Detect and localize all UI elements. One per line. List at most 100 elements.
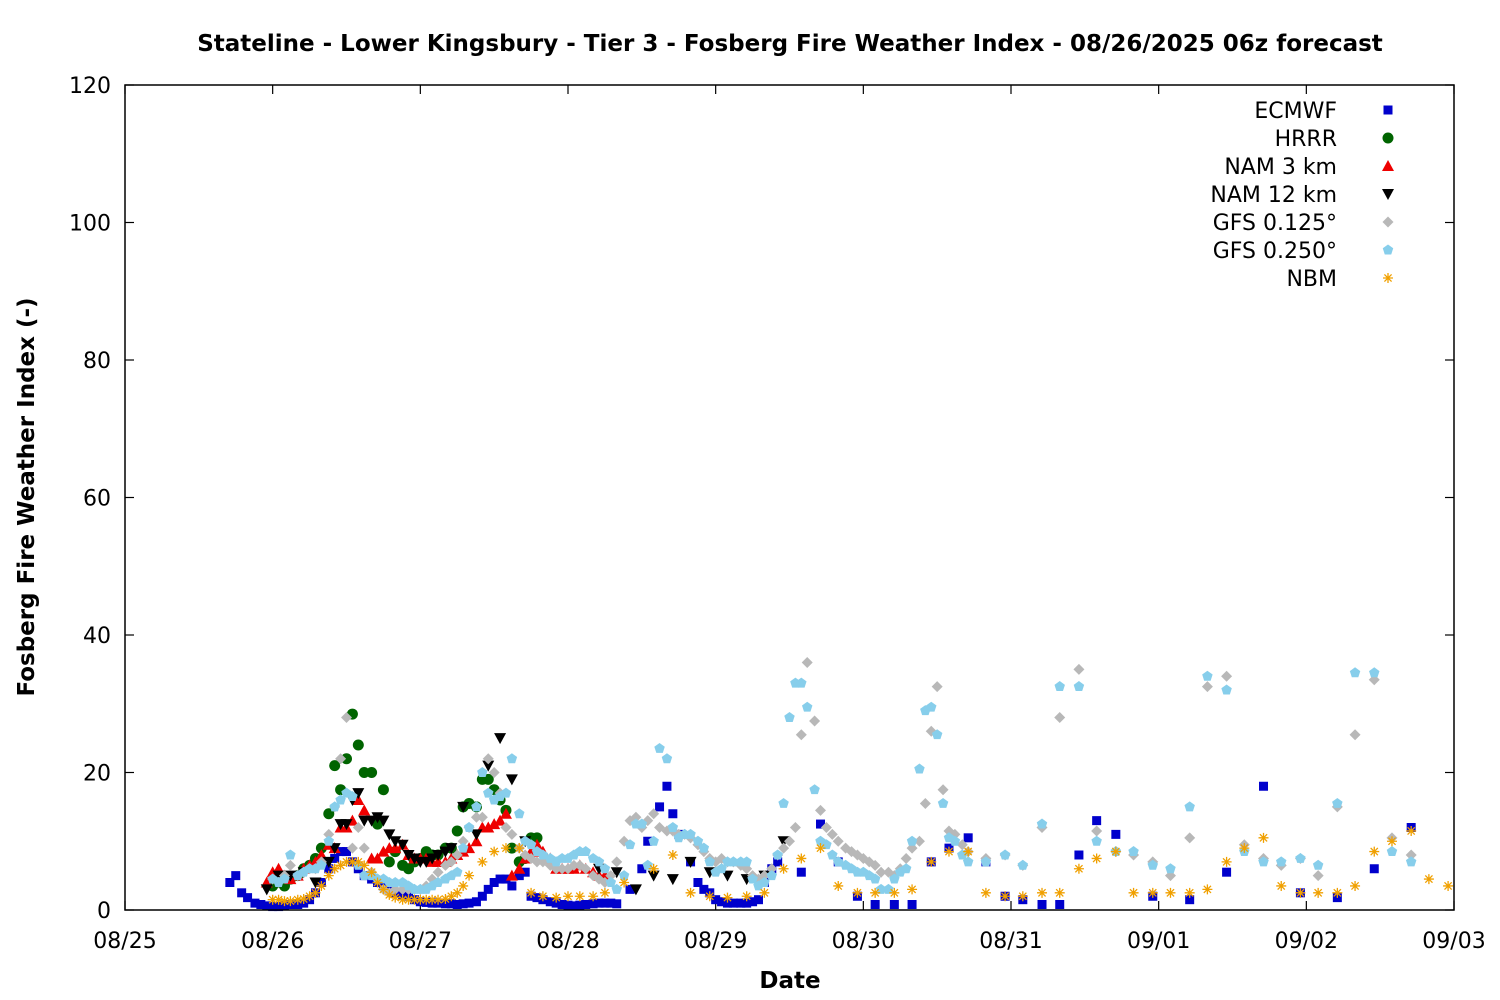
- gfs-0-250-point: [285, 849, 296, 860]
- ecmwf-point: [237, 888, 247, 898]
- nbm-point: [433, 894, 444, 905]
- nam-12-km-point: [420, 856, 433, 868]
- gfs-0-250-point: [1295, 852, 1306, 863]
- ecmwf-point: [471, 897, 481, 907]
- gfs-0-125-point: [1054, 712, 1066, 723]
- nbm-point: [335, 860, 346, 871]
- nam-12-km-point: [666, 874, 679, 886]
- gfs-0-250-point: [1349, 667, 1361, 678]
- ecmwf-point: [693, 878, 703, 887]
- nam-12-km-point: [352, 788, 365, 800]
- gfs-0-250-point: [580, 846, 591, 857]
- nam-12-km-point: [260, 884, 273, 896]
- nam-12-km-point: [505, 774, 518, 786]
- nbm-point: [1239, 843, 1250, 854]
- ecmwf-point: [637, 864, 647, 874]
- gfs-0-125-point: [445, 856, 457, 868]
- gfs-0-250-point: [1128, 846, 1139, 857]
- ecmwf-point: [796, 867, 806, 877]
- nam-12-km-point: [383, 829, 396, 841]
- gfs-0-125-point: [346, 842, 358, 854]
- ecmwf-point: [545, 897, 555, 907]
- gfs-0-250-point: [452, 866, 463, 877]
- ecmwf-point: [588, 899, 598, 909]
- nbm-point: [1406, 825, 1417, 836]
- nbm-point: [870, 887, 881, 898]
- ecmwf-point: [225, 878, 235, 887]
- gfs-0-250-point: [883, 883, 894, 894]
- gfs-0-125-point: [1184, 832, 1196, 844]
- gfs-0-250-point: [624, 839, 636, 850]
- legend-label-nbm: NBM: [1286, 267, 1337, 292]
- nam-12-km-point: [684, 856, 697, 868]
- ecmwf-point: [569, 901, 579, 911]
- nbm-point: [1276, 880, 1287, 891]
- gfs-0-250-point: [801, 701, 813, 712]
- gfs-0-125-point: [580, 863, 592, 875]
- gfs-0-250-point: [390, 877, 401, 887]
- gfs-0-125-point: [648, 808, 660, 820]
- gfs-0-250-point: [347, 791, 358, 802]
- nbm-point: [273, 894, 284, 905]
- ecmwf-point: [514, 871, 524, 881]
- legend-label-nam-3-km: NAM 3 km: [1224, 155, 1337, 180]
- gfs-0-250-point: [1312, 859, 1324, 870]
- gfs-0-125-point: [476, 811, 488, 823]
- gfs-0-250-point: [759, 877, 770, 887]
- ecmwf-point: [501, 874, 511, 884]
- gfs-0-250-point: [477, 767, 488, 777]
- legend-label-gfs-0-125: GFS 0.125°: [1213, 211, 1337, 236]
- ecmwf-point: [1037, 900, 1047, 909]
- gfs-0-125-point: [832, 835, 844, 847]
- gfs-0-250-point: [869, 873, 881, 884]
- ecmwf-point: [1222, 867, 1232, 877]
- gfs-0-125-point: [470, 811, 482, 823]
- ecmwf-point: [870, 900, 880, 909]
- gfs-0-125-point: [795, 729, 807, 741]
- ecmwf-point: [336, 847, 346, 857]
- gfs-0-125-point: [869, 859, 881, 871]
- legend-marker-ecmwf: [1383, 105, 1393, 115]
- axis-ticks: 08/25 08/26 08/27 08/28 08/29 08/30 08/31 09/01…: [69, 74, 1486, 954]
- gfs-0-250-point: [728, 856, 739, 867]
- nam-3-km-point: [377, 845, 390, 857]
- ecmwf-point: [606, 898, 616, 908]
- gfs-0-125-point: [913, 835, 925, 847]
- y-tick-label: 80: [83, 349, 111, 374]
- ecmwf-point: [483, 884, 493, 894]
- nbm-point: [372, 877, 383, 888]
- nbm-point: [619, 877, 630, 888]
- nbm-point: [741, 891, 752, 902]
- ecmwf-point: [256, 900, 266, 909]
- ecmwf-point: [816, 819, 826, 829]
- nam-12-km-point: [482, 760, 495, 772]
- legend: ECMWF HRRR NAM 3 km NAM 12 km GFS 0.125° GFS …: [1210, 99, 1394, 292]
- nam-12-km-point: [371, 812, 384, 824]
- nbm-point: [1350, 880, 1361, 891]
- nam-12-km-point: [445, 843, 458, 855]
- nbm-point: [1017, 891, 1028, 902]
- gfs-0-125-point: [820, 822, 832, 833]
- ecmwf-point: [711, 895, 721, 905]
- gfs-0-250-point: [1369, 667, 1380, 678]
- nbm-point: [599, 887, 610, 898]
- nbm-point: [323, 870, 334, 881]
- hrrr-point: [366, 767, 378, 778]
- ecmwf-point: [1111, 829, 1121, 839]
- ecmwf-point: [625, 884, 635, 894]
- nbm-point: [347, 856, 358, 867]
- y-tick-label: 120: [69, 74, 111, 99]
- nam-12-km-point: [402, 850, 415, 861]
- ecmwf-point: [773, 857, 783, 867]
- nbm-point: [1258, 832, 1269, 843]
- nbm-point: [329, 863, 340, 874]
- gfs-0-125-point: [1201, 681, 1213, 693]
- nbm-point: [574, 891, 585, 902]
- nam-12-km-point: [432, 850, 445, 861]
- nam-12-km-point: [610, 867, 623, 879]
- legend-marker-nbm: [1383, 273, 1393, 283]
- nbm-point: [427, 894, 438, 905]
- gfs-0-250-point: [618, 870, 630, 881]
- nbm-point: [359, 860, 370, 871]
